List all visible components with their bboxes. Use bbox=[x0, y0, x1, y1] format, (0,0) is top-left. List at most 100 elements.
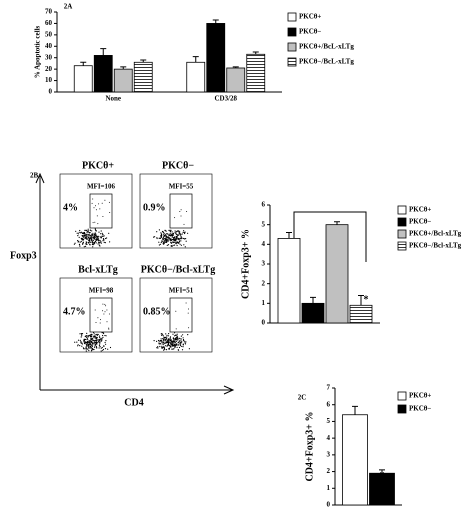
event-dot bbox=[163, 349, 165, 351]
event-dot bbox=[164, 340, 166, 342]
y-axis-label: CD4+Foxp3+ % bbox=[240, 229, 251, 299]
event-dot bbox=[102, 310, 104, 312]
event-dot bbox=[87, 338, 89, 340]
event-dot bbox=[79, 229, 81, 232]
bar bbox=[349, 304, 373, 324]
event-dot bbox=[82, 243, 84, 245]
event-dot bbox=[172, 244, 174, 246]
bar bbox=[113, 68, 133, 93]
event-dot bbox=[173, 343, 176, 345]
event-dot bbox=[88, 347, 90, 349]
event-dot bbox=[165, 333, 167, 335]
event-dot bbox=[77, 345, 79, 347]
event-dot bbox=[81, 333, 83, 335]
event-dot bbox=[93, 348, 95, 351]
event-dot bbox=[173, 244, 176, 246]
event-dot bbox=[92, 234, 94, 237]
event-dot bbox=[100, 242, 102, 244]
event-dot bbox=[93, 331, 95, 334]
event-dot bbox=[164, 240, 166, 242]
event-dot bbox=[89, 229, 91, 231]
event-dot bbox=[170, 233, 172, 235]
event-dot bbox=[100, 338, 102, 340]
event-dot bbox=[93, 238, 96, 240]
event-dot bbox=[91, 342, 94, 344]
mfi-label: MFI=98 bbox=[89, 287, 114, 295]
event-dot bbox=[184, 246, 186, 248]
event-dot bbox=[101, 232, 103, 234]
legend-label: PKCθ− bbox=[409, 218, 431, 226]
event-dot bbox=[98, 238, 100, 240]
legend-label: PKCθ−/BcL-xLTg bbox=[299, 58, 354, 66]
event-dot bbox=[100, 237, 102, 239]
event-dot bbox=[82, 236, 84, 238]
event-dot bbox=[162, 237, 164, 239]
event-dot bbox=[105, 305, 107, 307]
event-dot bbox=[170, 237, 172, 240]
event-dot bbox=[102, 240, 104, 242]
event-dot bbox=[90, 334, 92, 336]
event-dot bbox=[85, 234, 88, 236]
event-dot bbox=[94, 344, 96, 347]
event-dot bbox=[94, 335, 96, 337]
y-tick-label: 30 bbox=[45, 53, 53, 61]
event-dot bbox=[89, 340, 91, 342]
event-dot bbox=[175, 242, 177, 244]
event-dot bbox=[165, 235, 167, 237]
event-dot bbox=[85, 346, 87, 348]
event-dot bbox=[162, 231, 164, 233]
panel-title: Bcl-xLTg bbox=[78, 264, 118, 275]
event-dot bbox=[87, 344, 89, 346]
event-dot bbox=[157, 347, 159, 349]
y-tick-label: 40 bbox=[45, 42, 53, 50]
event-dot bbox=[159, 345, 161, 348]
event-dot bbox=[169, 336, 172, 338]
event-dot bbox=[163, 337, 165, 339]
event-dot bbox=[180, 339, 182, 341]
event-dot bbox=[86, 238, 88, 240]
event-dot bbox=[165, 349, 168, 351]
event-dot bbox=[84, 233, 86, 235]
event-dot bbox=[162, 347, 164, 349]
bar bbox=[133, 61, 153, 93]
event-dot bbox=[174, 236, 176, 239]
legend-label: PKCθ+/Bcl-xLTg bbox=[409, 230, 462, 238]
error-bar bbox=[310, 296, 316, 304]
legend-swatch bbox=[397, 404, 407, 414]
legend-label: PKCθ− bbox=[299, 28, 321, 36]
event-dot bbox=[90, 339, 92, 341]
y-tick-label: 0 bbox=[49, 88, 53, 96]
event-dot bbox=[103, 235, 105, 237]
event-dot bbox=[77, 233, 80, 235]
event-dot bbox=[180, 237, 182, 239]
event-dot bbox=[84, 229, 86, 231]
event-dot bbox=[159, 237, 161, 239]
event-dot bbox=[85, 235, 87, 237]
event-dot bbox=[108, 232, 110, 234]
event-dot bbox=[86, 232, 88, 234]
event-dot bbox=[173, 348, 175, 350]
bar bbox=[325, 224, 349, 324]
event-dot bbox=[90, 343, 92, 346]
event-dot bbox=[187, 232, 189, 234]
event-dot bbox=[81, 239, 83, 241]
event-dot bbox=[74, 242, 76, 244]
legend-swatch bbox=[287, 27, 297, 37]
event-dot bbox=[183, 223, 185, 225]
event-dot bbox=[90, 346, 92, 348]
event-dot bbox=[105, 343, 107, 345]
event-dot bbox=[156, 347, 158, 349]
event-dot bbox=[92, 244, 94, 246]
y-tick-label: 70 bbox=[45, 8, 53, 16]
event-dot bbox=[161, 341, 163, 344]
event-dot bbox=[172, 337, 174, 339]
event-dot bbox=[86, 343, 88, 345]
error-bar bbox=[286, 232, 292, 239]
event-dot bbox=[78, 243, 81, 245]
event-dot bbox=[99, 336, 101, 339]
event-dot bbox=[182, 346, 184, 348]
event-dot bbox=[175, 328, 177, 330]
event-dot bbox=[90, 350, 93, 352]
y-tick-label: 2 bbox=[327, 467, 331, 475]
event-dot bbox=[183, 231, 185, 234]
